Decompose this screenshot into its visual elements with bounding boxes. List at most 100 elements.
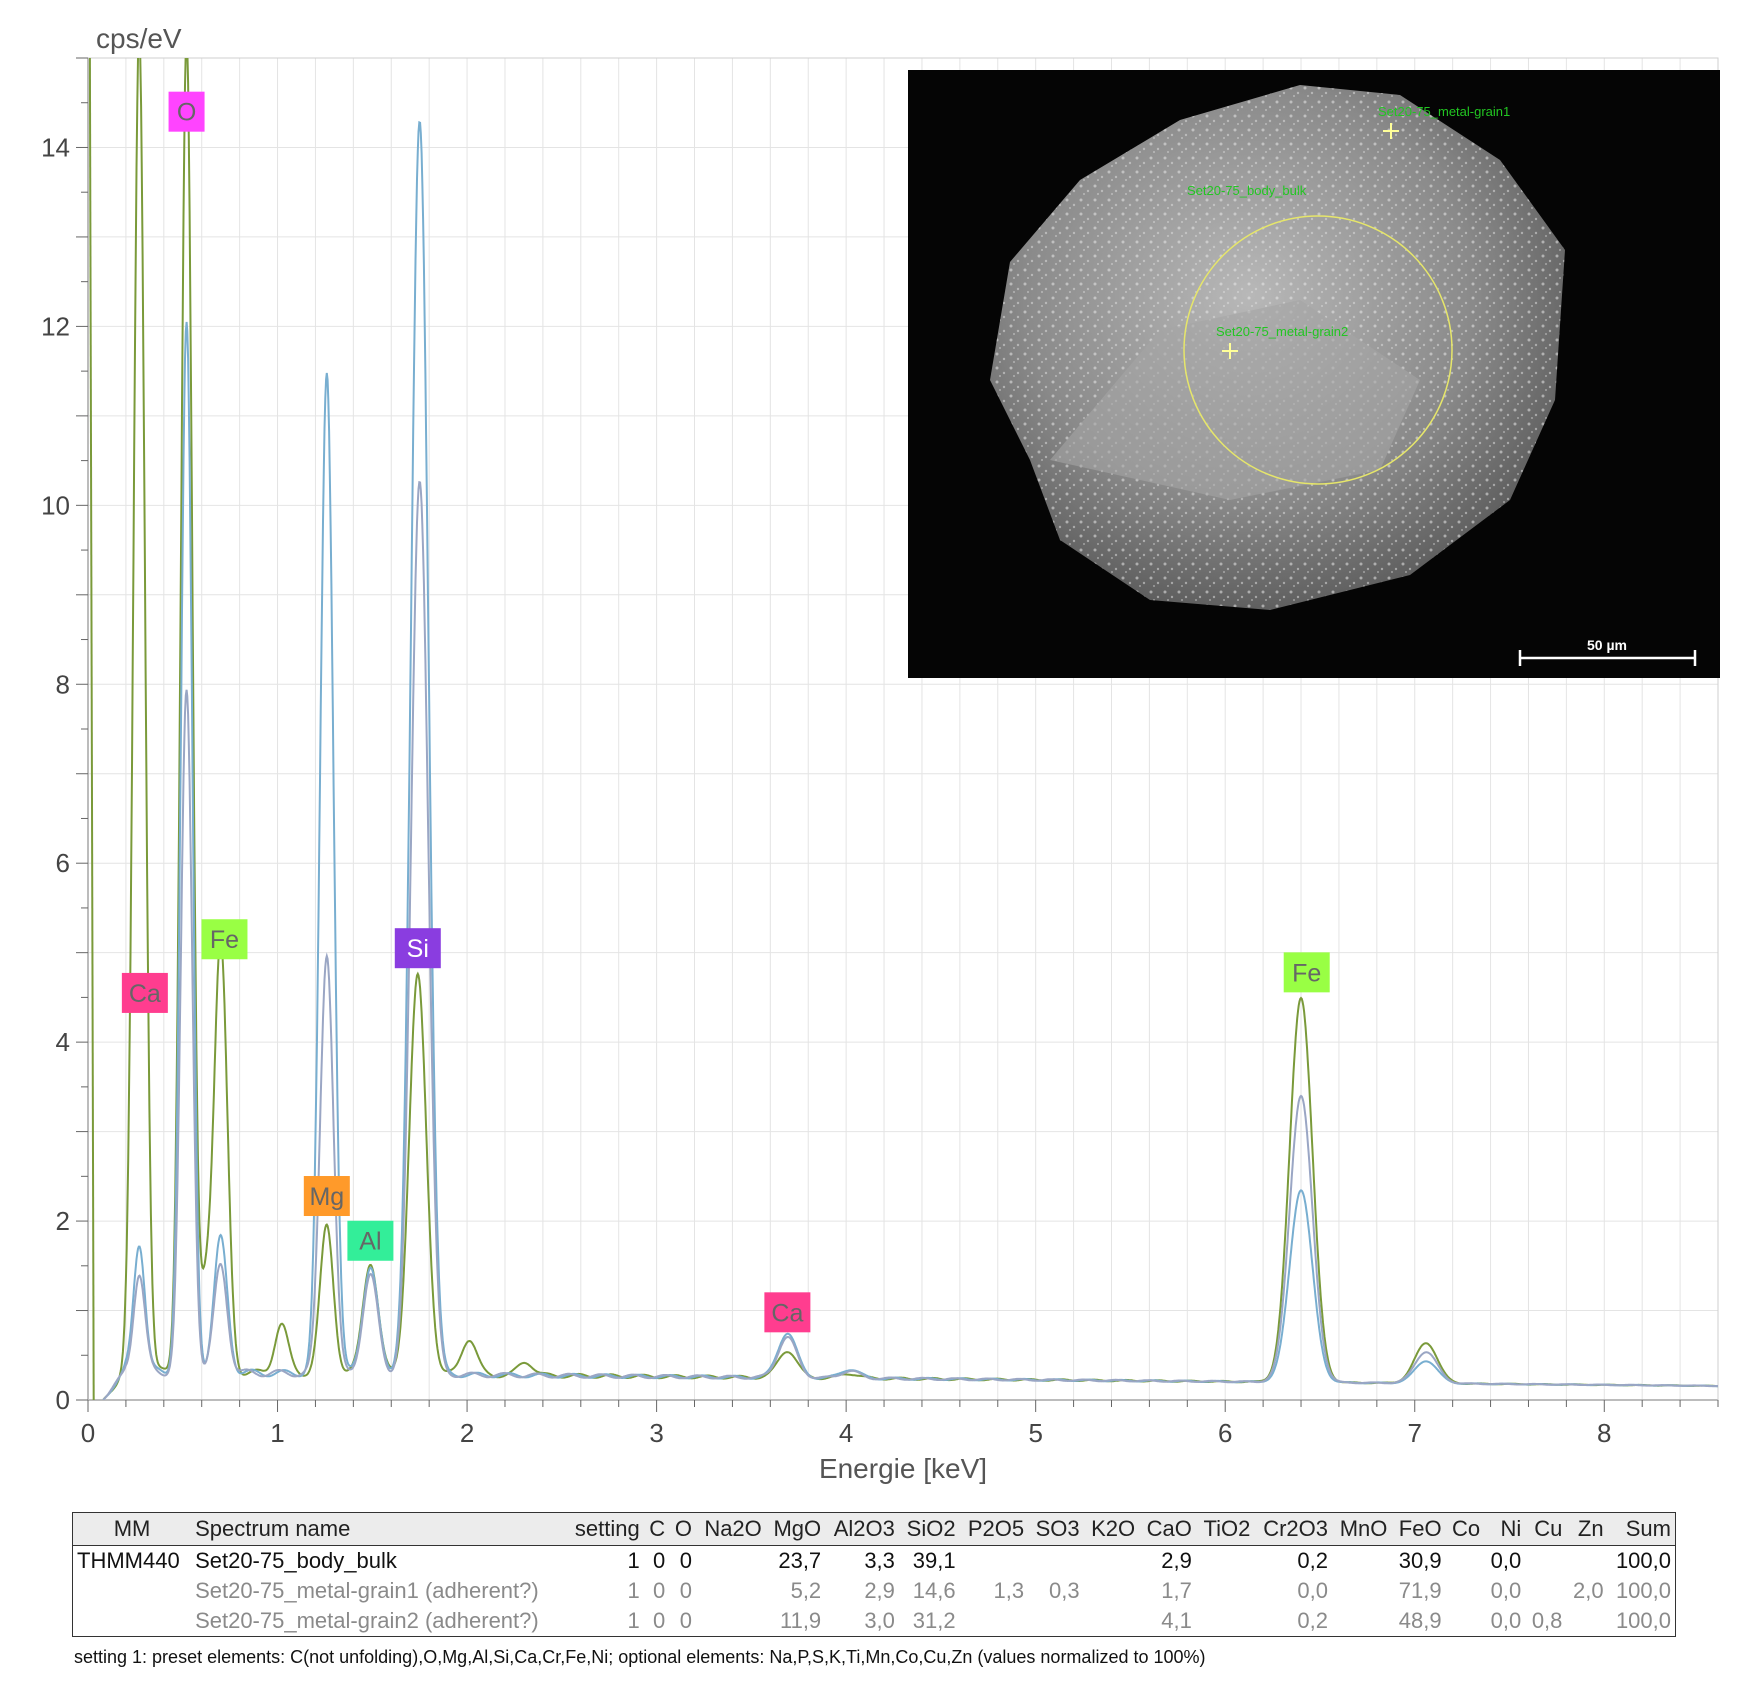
table-header-cell: Cu	[1525, 1512, 1567, 1546]
x-tick-label: 1	[270, 1418, 284, 1448]
table-cell: 0	[652, 1578, 666, 1603]
table-footnote: setting 1: preset elements: C(not unfold…	[74, 1647, 1206, 1667]
table-header-cell: Spectrum name	[191, 1512, 567, 1546]
table-cell: 0,3	[1049, 1578, 1080, 1603]
x-tick-label: 0	[81, 1418, 95, 1448]
peak-label-box	[1283, 952, 1330, 993]
table-cell	[696, 1546, 766, 1577]
table-cell	[1196, 1606, 1255, 1637]
table-header-cell: MgO	[765, 1512, 826, 1546]
table-cell: 3,0	[864, 1608, 895, 1633]
sem-grain-face	[1050, 300, 1420, 500]
table-cell: 0	[679, 1578, 692, 1603]
table-header-cell: K2O	[1083, 1512, 1140, 1546]
table-cell	[73, 1576, 192, 1606]
table-cell: 1	[627, 1578, 640, 1603]
y-tick-label: 10	[41, 490, 70, 520]
sem-label-bulk: Set20-75_body_bulk	[1187, 183, 1307, 198]
y-tick-label: 0	[56, 1385, 70, 1415]
table-cell	[1446, 1606, 1485, 1637]
y-tick-label: 6	[56, 848, 70, 878]
x-tick-label: 5	[1028, 1418, 1042, 1448]
table-cell: 2,9	[1161, 1548, 1192, 1573]
y-axis-title: cps/eV	[96, 23, 182, 54]
table-cell: 23,7	[778, 1548, 822, 1573]
table-header-cell: Na2O	[695, 1512, 766, 1546]
table-header-cell: C	[643, 1512, 670, 1546]
table-cell	[1332, 1546, 1391, 1577]
table-header-cell: Cr2O3	[1254, 1512, 1332, 1546]
peak-label-text: Al	[359, 1228, 381, 1256]
peak-label-box	[168, 91, 205, 132]
chart-grid	[87, 57, 1719, 1401]
table-cell: THMM440	[77, 1548, 180, 1573]
peak-label-text: Fe	[1292, 959, 1321, 987]
x-tick-label: 4	[839, 1418, 853, 1448]
sem-label-grain2: Set20-75_metal-grain2	[1216, 324, 1348, 339]
peak-label-box	[201, 919, 248, 960]
y-tick-label: 12	[41, 311, 70, 341]
table-header-cell: FeO	[1391, 1512, 1446, 1546]
table-cell: 0,2	[1297, 1548, 1328, 1573]
table-cell: 0	[679, 1548, 692, 1573]
table-cell: 100,0	[1615, 1548, 1671, 1573]
peak-label-box	[347, 1220, 394, 1261]
table-cell: 2,9	[864, 1578, 895, 1603]
table-cell: 3,3	[864, 1548, 895, 1573]
peak-label-o: O	[168, 91, 205, 132]
peak-label-fe: Fe	[1283, 952, 1330, 993]
table-header-cell: Sum	[1607, 1512, 1676, 1546]
table-header-cell: MnO	[1332, 1512, 1392, 1546]
peak-label-fe: Fe	[201, 919, 248, 960]
table-cell	[1332, 1606, 1391, 1637]
table-cell: 11,9	[779, 1608, 822, 1633]
table-cell: 100,0	[1615, 1578, 1671, 1603]
table-cell: Set20-75_body_bulk	[195, 1548, 397, 1573]
table-cell	[73, 1606, 192, 1637]
spectrum-line-3	[102, 480, 1718, 1400]
table-cell	[1196, 1576, 1255, 1606]
table-cell	[1525, 1546, 1566, 1577]
table-cell: 0,0	[1490, 1608, 1522, 1633]
y-tick-label: 2	[56, 1206, 70, 1236]
composition-table: MM Spectrum name setting C O Na2O MgO Al2O3 SiO2…	[72, 1512, 1676, 1637]
table-header-cell: SiO2	[898, 1512, 960, 1546]
table-header-cell: O	[669, 1512, 696, 1546]
spectrum-series	[88, 57, 1718, 1401]
table-cell	[1084, 1546, 1139, 1577]
sem-image-inset: Set20-75_metal-grain1 Set20-75_body_bulk…	[908, 70, 1720, 678]
table-header-cell: Al2O3	[825, 1512, 899, 1546]
table-header-cell: P2O5	[959, 1512, 1029, 1546]
y-tick-label: 8	[56, 669, 70, 699]
peak-label-si: Si	[394, 928, 441, 969]
table-header-row: MM Spectrum name setting C O Na2O MgO Al2O3 SiO2…	[72, 1512, 1676, 1546]
table-cell	[1332, 1576, 1391, 1606]
table-header-cell: MM	[72, 1512, 192, 1546]
table-body: THMM440 Set20-75_body_bulk 1 0 0 23,7 3,3 39,1 2…	[73, 1546, 1676, 1637]
sem-crosshair-grain1	[1383, 123, 1399, 139]
table-cell	[1028, 1546, 1083, 1577]
sem-scale-bar	[1518, 650, 1697, 666]
peak-label-text: Ca	[771, 1299, 803, 1327]
table-cell: 0,0	[1490, 1578, 1522, 1603]
sem-label-grain1: Set20-75_metal-grain1	[1378, 104, 1510, 119]
table-cell: 100,0	[1615, 1608, 1671, 1633]
peak-label-box	[121, 972, 168, 1013]
table-cell	[1084, 1606, 1139, 1637]
table-cell: 0	[652, 1548, 666, 1573]
peak-label-text: Mg	[309, 1183, 344, 1211]
table-row: Set20-75_metal-grain2 (adherent?) 1 0 0 11,9…	[73, 1606, 1676, 1637]
sem-crosshair-grain2	[1222, 343, 1238, 359]
peak-label-box	[303, 1176, 350, 1217]
peak-label-mg: Mg	[303, 1176, 350, 1217]
table-cell	[1028, 1606, 1083, 1637]
table-cell: 0,0	[1297, 1578, 1328, 1603]
zero-peak-line	[88, 57, 95, 1401]
table-cell	[696, 1606, 766, 1637]
y-tick-label: 4	[56, 1027, 70, 1057]
table-cell: 1,7	[1161, 1578, 1192, 1603]
x-axis-title: Energie [keV]	[819, 1453, 987, 1484]
table-cell	[1525, 1576, 1566, 1606]
table-cell: 4,1	[1161, 1608, 1192, 1633]
